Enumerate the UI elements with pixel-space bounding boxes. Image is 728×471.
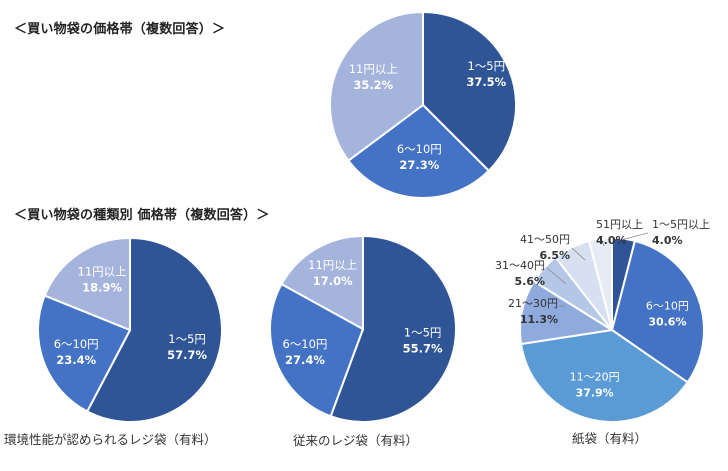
overall-slice (422, 10, 517, 173)
overall-category-label: 11円以上 (349, 62, 398, 76)
paper-bag-value-label: 37.9% (576, 386, 614, 399)
plastic-bag-value-label: 55.7% (403, 342, 443, 356)
eco-bag-pie: 1～5円 57.7% 6～10円 23.4% 11円以上 18.9% (37, 236, 223, 423)
plastic-bag-category-label: 1～5円 (404, 326, 442, 340)
paper-bag-pie: 1～5円以上 4.0% 6～10円 30.6% 11～20円 37.9% 21～30円 11.… (495, 218, 710, 423)
eco-bag-slice (85, 236, 223, 423)
eco-bag-slice (37, 294, 132, 413)
eco-bag-value-label: 23.4% (56, 353, 96, 367)
overall-value-label: 37.5% (466, 75, 506, 89)
overall-value-label: 35.2% (353, 78, 393, 92)
eco-bag-category-label: 1～5円 (168, 332, 206, 346)
plastic-bag-category-label: 6～10円 (282, 337, 327, 351)
plastic-bag-value-label: 27.4% (285, 353, 325, 367)
paper-bag-slice (519, 328, 690, 423)
paper-bag-value-label: 6.5% (539, 249, 570, 262)
paper-bag-value-label: 5.6% (514, 275, 545, 288)
paper-bag-slice (587, 236, 613, 331)
paper-bag-leader-line (546, 267, 567, 285)
plastic-bag-category-label: 11円以上 (308, 258, 357, 272)
paper-bag-value-label: 4.0% (652, 234, 683, 247)
paper-bag-value-label: 30.6% (648, 315, 686, 328)
paper-bag-leader-line (620, 232, 649, 241)
eco-bag-category-label: 11円以上 (78, 265, 127, 279)
plastic-bag-value-label: 17.0% (313, 274, 353, 288)
overall-pie: 1～5円 37.5% 6～10円 27.3% 11円以上 35.2% (329, 10, 517, 199)
overall-value-label: 27.3% (399, 158, 439, 172)
paper-bag-leader-line (571, 247, 586, 261)
overall-category-label: 1～5円 (467, 59, 505, 73)
eco-bag-category-label: 6～10円 (54, 337, 99, 351)
eco-bag-caption: 環境性能が認められるレジ袋（有料） (4, 432, 217, 447)
paper-bag-category-label: 41～50円 (520, 233, 570, 246)
overall-chart-heading: ＜買い物袋の価格帯（複数回答）＞ (14, 22, 226, 37)
paper-bag-category-label: 11～20円 (570, 370, 620, 383)
paper-bag-leader-line (599, 235, 605, 247)
plastic-bag-slice (329, 234, 457, 423)
paper-bag-value-label: 4.0% (596, 234, 627, 247)
paper-bag-value-label: 11.3% (520, 313, 558, 326)
plastic-bag-slice (280, 234, 364, 331)
paper-bag-slice (519, 279, 615, 346)
eco-bag-value-label: 18.9% (82, 281, 122, 295)
paper-bag-caption: 紙袋（有料） (572, 431, 648, 446)
paper-bag-slice (610, 239, 705, 384)
plastic-bag-pie: 1～5円 55.7% 6～10円 27.4% 11円以上 17.0% (269, 234, 457, 423)
eco-bag-value-label: 57.7% (167, 348, 207, 362)
paper-bag-category-label: 1～5円以上 (652, 218, 710, 231)
paper-bag-category-label: 6～10円 (646, 299, 689, 312)
paper-bag-category-label: 51円以上 (596, 218, 643, 231)
paper-bag-category-label: 31～40円 (495, 259, 545, 272)
overall-category-label: 6～10円 (397, 142, 442, 156)
plastic-bag-caption: 従来のレジ袋（有料） (293, 433, 419, 448)
by-type-heading: ＜買い物袋の種類別 価格帯（複数回答）＞ (14, 208, 270, 223)
overall-slice (347, 103, 491, 199)
eco-bag-slice (43, 236, 131, 332)
paper-bag-category-label: 21～30円 (508, 297, 558, 310)
overall-slice (329, 10, 424, 163)
